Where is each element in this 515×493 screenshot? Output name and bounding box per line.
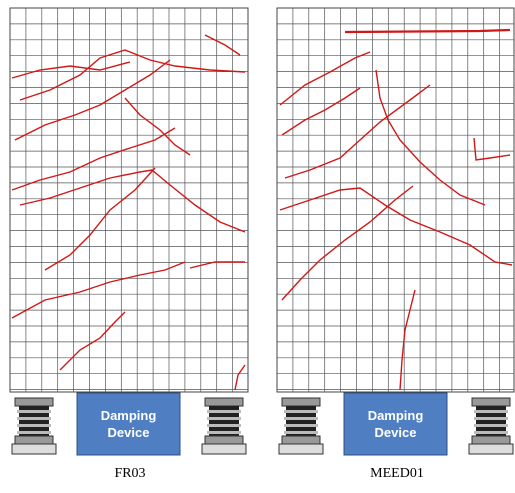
bearing-plate — [205, 398, 243, 406]
bearing-base — [12, 444, 56, 454]
bearing-layer — [207, 431, 241, 434]
bearing-layer — [17, 431, 51, 434]
bearing — [12, 398, 56, 454]
device-label: Damping Device — [77, 393, 180, 455]
bearing-layer — [207, 417, 241, 420]
bearing-layer — [207, 424, 241, 427]
bearing-base — [279, 444, 323, 454]
bearing-plate — [15, 398, 53, 406]
bearing-base — [469, 444, 513, 454]
bearing-layer — [17, 424, 51, 427]
panel-frame — [10, 8, 248, 392]
bearing-layer — [474, 424, 508, 427]
bearing-layer — [284, 424, 318, 427]
bearing-plate — [472, 398, 510, 406]
bearing-plate — [15, 436, 53, 444]
bearing-layer — [17, 410, 51, 413]
bearing-layer — [474, 431, 508, 434]
bearing-layer — [284, 410, 318, 413]
bearing-layer — [17, 417, 51, 420]
bearing — [279, 398, 323, 454]
panel-label: MEED01 — [337, 466, 457, 482]
bearing-layer — [284, 431, 318, 434]
bearing — [202, 398, 246, 454]
bearing-layer — [474, 417, 508, 420]
bearing-plate — [205, 436, 243, 444]
figure: Damping Device Damping Device FR03 MEED0… — [0, 0, 515, 493]
bearing-plate — [282, 436, 320, 444]
bearing-layer — [474, 410, 508, 413]
bearing — [469, 398, 513, 454]
bearing-plate — [282, 398, 320, 406]
grids — [10, 8, 514, 392]
panel-label: FR03 — [70, 466, 190, 482]
bearing-layer — [207, 410, 241, 413]
device-label: Damping Device — [344, 393, 447, 455]
bearing-plate — [472, 436, 510, 444]
bearing-base — [202, 444, 246, 454]
bearing-layer — [284, 417, 318, 420]
